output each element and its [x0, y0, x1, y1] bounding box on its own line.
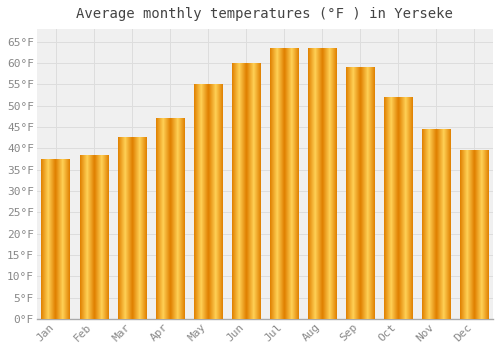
Title: Average monthly temperatures (°F ) in Yerseke: Average monthly temperatures (°F ) in Ye…	[76, 7, 454, 21]
